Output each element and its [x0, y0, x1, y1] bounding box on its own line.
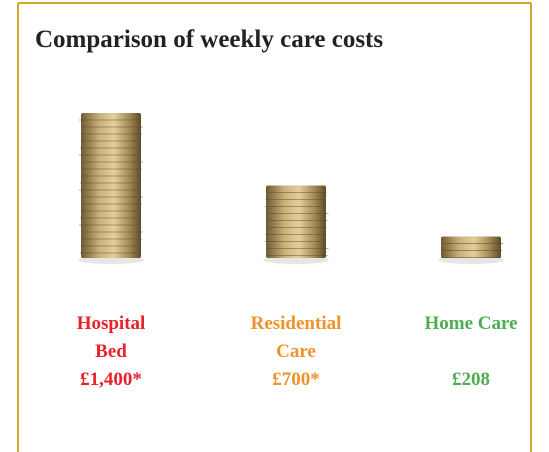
- category-label: Hospital Bed: [76, 313, 146, 362]
- category-label: Residential Care: [250, 313, 342, 362]
- category-label: Home Care: [424, 313, 518, 334]
- value-label: £208: [452, 369, 490, 390]
- coin-stack: [441, 236, 501, 258]
- coin-stack: [266, 185, 326, 258]
- value-label: £700*: [272, 369, 320, 390]
- chart-title: Comparison of weekly care costs: [35, 26, 384, 53]
- coin-stack: [81, 113, 141, 258]
- value-label: £1,400*: [80, 369, 142, 390]
